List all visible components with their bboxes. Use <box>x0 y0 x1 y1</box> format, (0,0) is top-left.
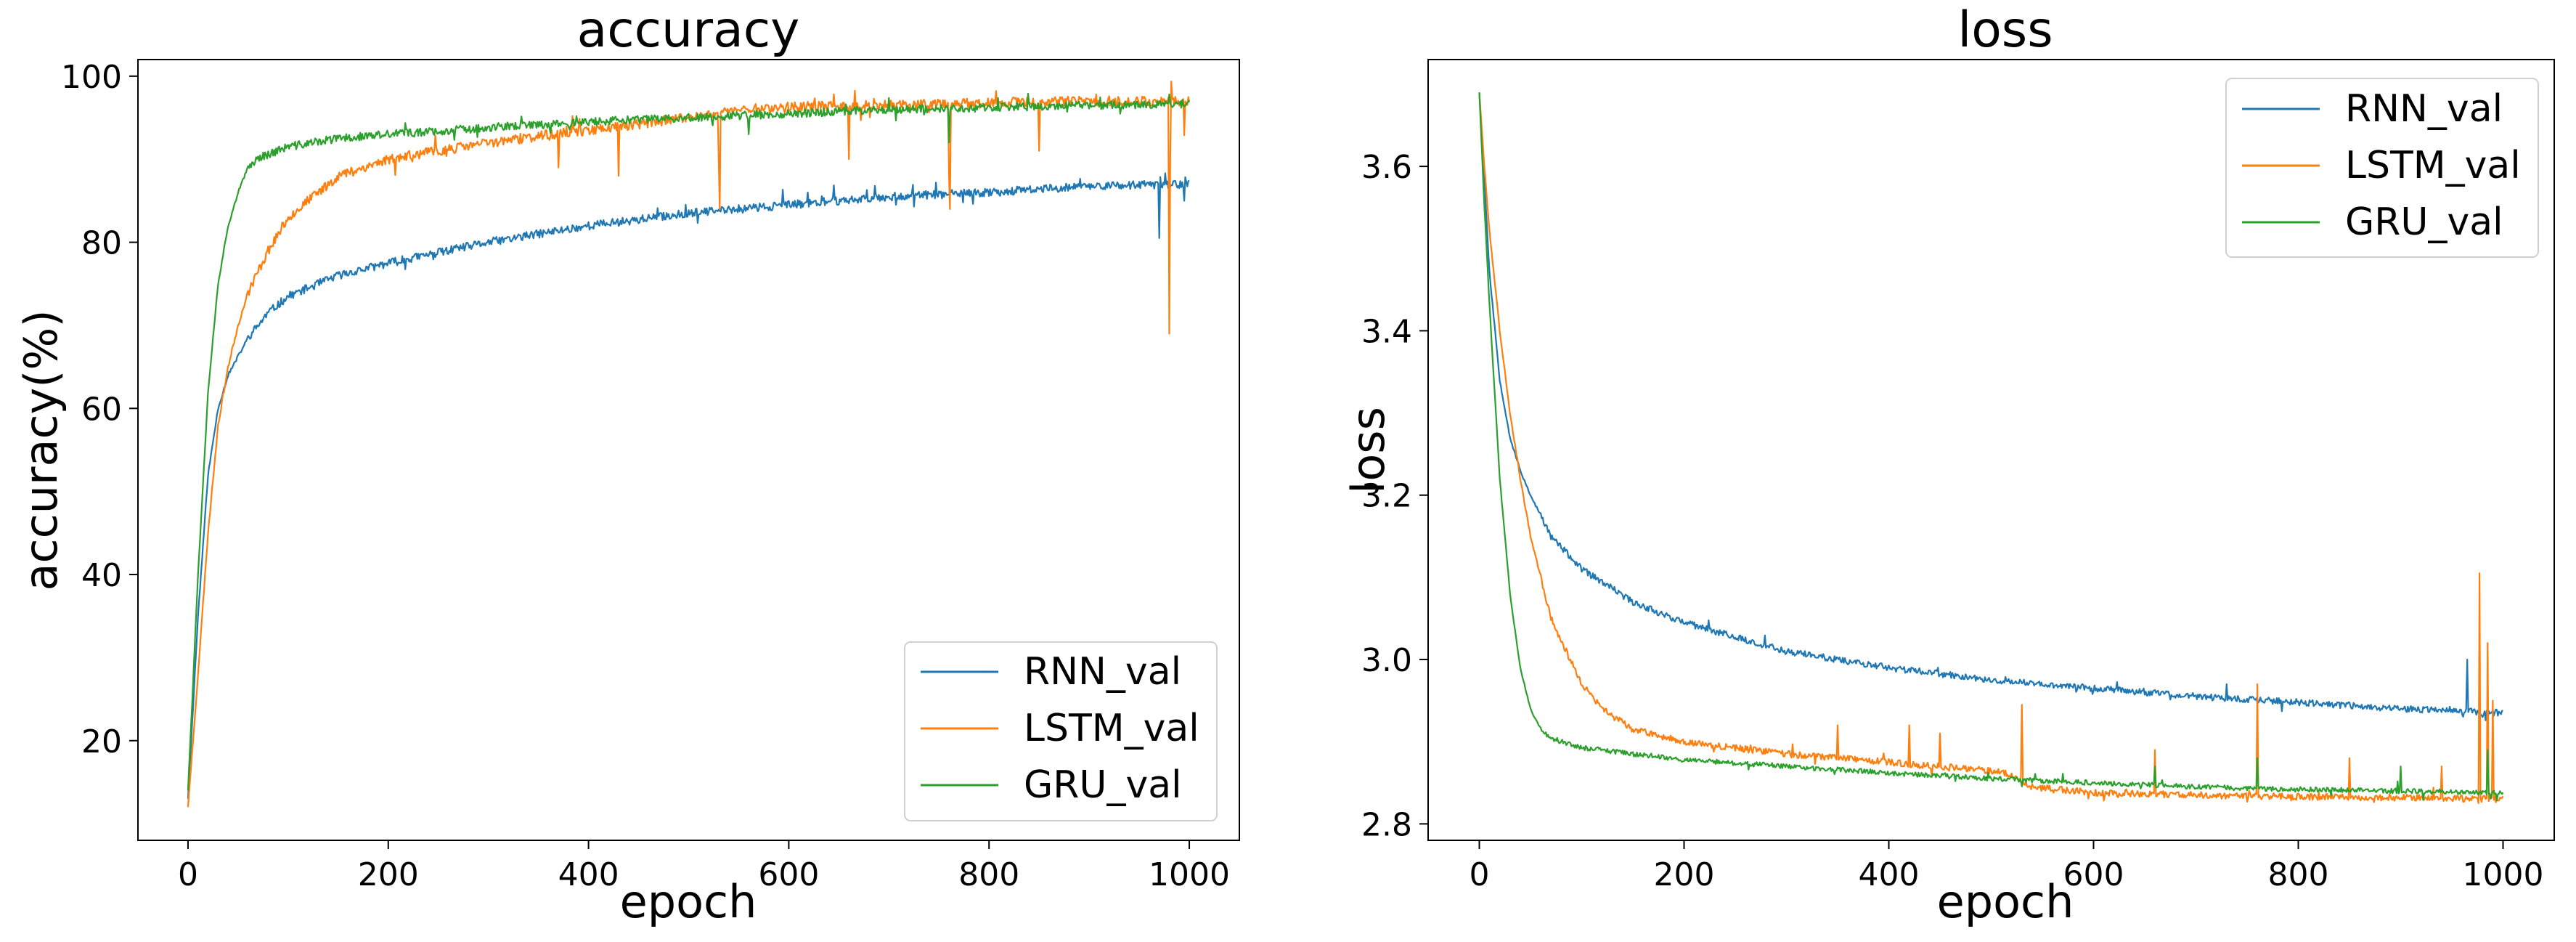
accuracy-series-line-rnn-val <box>187 172 1190 799</box>
accuracy-x-tick-label: 800 <box>958 856 1019 893</box>
accuracy-x-tick-label: 200 <box>358 856 419 893</box>
loss-x-axis-label: epoch <box>1937 875 2074 928</box>
accuracy-series-lines <box>187 81 1191 808</box>
loss-series-line-lstm-val <box>1478 92 2504 804</box>
loss-x-tick-label: 1000 <box>2463 856 2544 893</box>
accuracy-legend-label-rnn: RNN_val <box>1024 650 1181 694</box>
accuracy-x-tick-label: 400 <box>558 856 619 893</box>
loss-y-tick-label: 3.4 <box>1361 313 1412 350</box>
accuracy-legend: RNN_val LSTM_val GRU_val <box>904 641 1218 821</box>
accuracy-y-axis-label: accuracy(%) <box>15 309 68 590</box>
loss-legend-label-gru: GRU_val <box>2345 200 2503 244</box>
accuracy-y-tick-label: 40 <box>81 557 122 594</box>
accuracy-y-tick-label: 100 <box>61 59 122 96</box>
loss-plot-frame <box>1427 59 2555 841</box>
loss-legend-box <box>2225 78 2539 258</box>
loss-x-tick-label: 800 <box>2268 856 2329 893</box>
accuracy-y-tick-label: 60 <box>81 391 122 428</box>
accuracy-x-tick-label: 600 <box>758 856 819 893</box>
loss-axis-ticks: 0 200 400 600 800 1000 2.8 3.0 3.2 3.4 3.6 <box>1361 149 2543 893</box>
accuracy-x-tick-label: 0 <box>178 856 198 893</box>
accuracy-y-tick-label: 80 <box>81 225 122 262</box>
loss-y-tick-label: 2.8 <box>1361 806 1412 843</box>
loss-x-tick-label: 200 <box>1654 856 1715 893</box>
accuracy-series-line-gru-val <box>187 92 1190 791</box>
loss-y-axis-label: loss <box>1342 407 1395 494</box>
accuracy-legend-label-lstm: LSTM_val <box>1024 707 1199 750</box>
loss-series-line-rnn-val <box>1478 92 2503 722</box>
loss-chart-title: loss <box>1957 1 2053 59</box>
accuracy-chart-title: accuracy <box>577 1 800 59</box>
loss-y-tick-label: 3.6 <box>1361 149 1412 186</box>
accuracy-x-axis-label: epoch <box>620 875 757 928</box>
loss-y-tick-label: 3.0 <box>1361 642 1412 679</box>
accuracy-y-tick-label: 20 <box>81 723 122 760</box>
accuracy-x-tick-label: 1000 <box>1149 856 1230 893</box>
loss-series-lines <box>1478 92 2504 804</box>
accuracy-legend-label-gru: GRU_val <box>1024 763 1182 807</box>
accuracy-plot-frame <box>137 59 1240 841</box>
accuracy-axis-ticks: 0 200 400 600 800 1000 20 40 60 80 100 <box>61 59 1230 893</box>
loss-x-tick-label: 0 <box>1470 856 1490 893</box>
accuracy-legend-box <box>904 641 1218 821</box>
loss-legend: RNN_val LSTM_val GRU_val <box>2225 78 2539 258</box>
loss-legend-label-rnn: RNN_val <box>2345 87 2503 131</box>
loss-x-tick-label: 600 <box>2063 856 2124 893</box>
loss-series-line-gru-val <box>1478 92 2504 802</box>
accuracy-chart: 0 200 400 600 800 1000 20 40 60 80 100 accuracy ep… <box>15 1 1240 928</box>
loss-x-tick-label: 400 <box>1859 856 1920 893</box>
loss-y-tick-label: 3.2 <box>1361 478 1412 515</box>
loss-legend-label-lstm: LSTM_val <box>2345 144 2521 187</box>
loss-chart: 0 200 400 600 800 1000 2.8 3.0 3.2 3.4 3.6 loss ep… <box>1342 1 2555 928</box>
